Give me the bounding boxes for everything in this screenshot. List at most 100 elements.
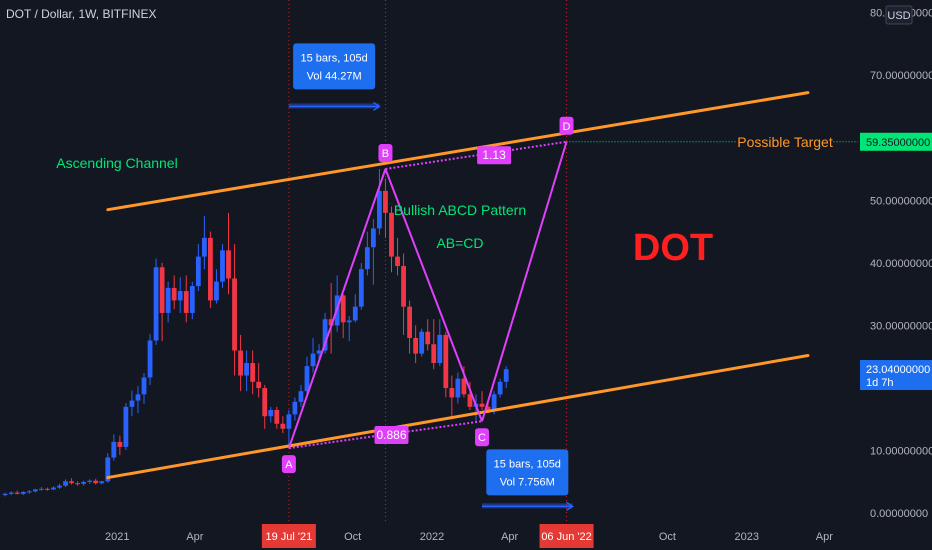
pattern-leg-AB[interactable] (287, 168, 387, 449)
candle-body (195, 256, 201, 287)
candle-body (117, 441, 123, 447)
pattern-label: Bullish ABCD Pattern (394, 202, 526, 218)
candle-body (57, 485, 62, 488)
candle-body (268, 409, 274, 417)
candle-body (2, 493, 8, 496)
candle-body (93, 480, 99, 484)
measure-info-box (486, 449, 569, 496)
x-highlight-box (539, 524, 594, 548)
candle-body (111, 441, 117, 458)
x-tick-label: Oct (659, 531, 676, 543)
channel-line-upper[interactable] (106, 91, 810, 212)
big-symbol-label: DOT (633, 227, 713, 269)
measure-info-box (293, 43, 376, 90)
pattern-point-C[interactable] (475, 428, 490, 447)
y-tick-label: 10.00000000 (870, 446, 932, 458)
candle-body (437, 334, 443, 364)
candle-body (20, 491, 26, 494)
x-highlight-label: 19 Jul '21 (265, 531, 312, 543)
measure-bars-label: 15 bars, 105d (494, 458, 561, 470)
candle-body (316, 350, 322, 354)
price-label-countdown: 1d 7h (866, 377, 894, 389)
currency-badge[interactable] (885, 5, 913, 25)
pattern-point-label: C (478, 432, 486, 444)
target-label: Possible Target (737, 134, 833, 150)
candle-body (274, 409, 280, 424)
candle-body (208, 237, 213, 301)
candle-body (467, 394, 473, 407)
time-axis[interactable] (0, 522, 932, 550)
pattern-leg-CD[interactable] (481, 141, 568, 422)
candle-body (461, 378, 467, 395)
price-label: 23.04000000 (866, 364, 930, 376)
x-tick-label: 2021 (105, 531, 129, 543)
ratio-label: 1.13 (482, 148, 506, 162)
candle-body (443, 334, 449, 389)
candle-body (232, 278, 237, 351)
candle-body (455, 378, 461, 398)
y-tick-label: 50.00000000 (870, 195, 932, 207)
candle-body (171, 287, 177, 301)
candle-body (38, 488, 44, 490)
chart-title: DOT / Dollar, 1W, BITFINEX (6, 7, 157, 21)
candle-body (395, 256, 400, 267)
x-tick-label: Apr (816, 531, 833, 543)
pattern-point-B[interactable] (378, 143, 393, 162)
x-tick-label: Apr (186, 531, 203, 543)
candle-body (153, 267, 159, 341)
y-tick-label: 40.00000000 (870, 258, 932, 270)
measure-volume-label: Vol 44.27M (307, 70, 362, 82)
candle-body (135, 394, 141, 401)
candle-body (431, 344, 437, 364)
candle-body (491, 394, 497, 410)
channel-line-lower[interactable] (106, 354, 810, 480)
candle-body (26, 491, 32, 493)
channel-label: Ascending Channel (56, 155, 177, 171)
price-axis[interactable] (858, 0, 932, 550)
candle-body (346, 320, 352, 323)
candle-body (63, 481, 68, 486)
x-tick-label: 2022 (420, 531, 444, 543)
candle-body (310, 353, 316, 367)
pattern-point-A[interactable] (281, 455, 296, 474)
ratio-label: 0.886 (376, 428, 406, 442)
candle-body (503, 369, 509, 382)
candle-body (340, 295, 346, 323)
candle-body (159, 267, 165, 313)
x-tick-label: 2023 (735, 531, 759, 543)
candle-body (389, 212, 394, 257)
candle-body (177, 291, 183, 301)
pattern-point-label: A (285, 459, 293, 471)
measure-arrowhead (373, 101, 381, 111)
candle-body (14, 492, 20, 494)
x-highlight-box (261, 524, 316, 548)
candle-body (250, 363, 256, 382)
candle-body (449, 388, 455, 398)
candle-body (479, 403, 485, 407)
y-tick-label: 0.00000000 (870, 508, 928, 520)
candle-body (298, 391, 304, 402)
candle-body (141, 377, 147, 395)
candle-body (425, 331, 431, 345)
candle-body (377, 190, 382, 229)
candle-body (383, 190, 388, 213)
ratio-label-box (374, 426, 409, 444)
pattern-leg-BC[interactable] (384, 168, 483, 422)
candle-body (99, 481, 105, 484)
currency-label: USD (887, 10, 910, 22)
candle-body (51, 487, 56, 490)
candle-body (419, 331, 425, 354)
candle-body (322, 319, 328, 351)
candle-body (256, 381, 262, 389)
candle-body (262, 388, 268, 417)
measure-bars-label: 15 bars, 105d (301, 52, 368, 64)
candle-body (364, 247, 370, 270)
candle-body (328, 319, 334, 326)
y-tick-label: 70.00000000 (870, 70, 932, 82)
pattern-point-D[interactable] (559, 116, 574, 135)
x-tick-label: Oct (344, 531, 361, 543)
target-label-bg (736, 131, 832, 152)
candle-body (407, 306, 412, 338)
